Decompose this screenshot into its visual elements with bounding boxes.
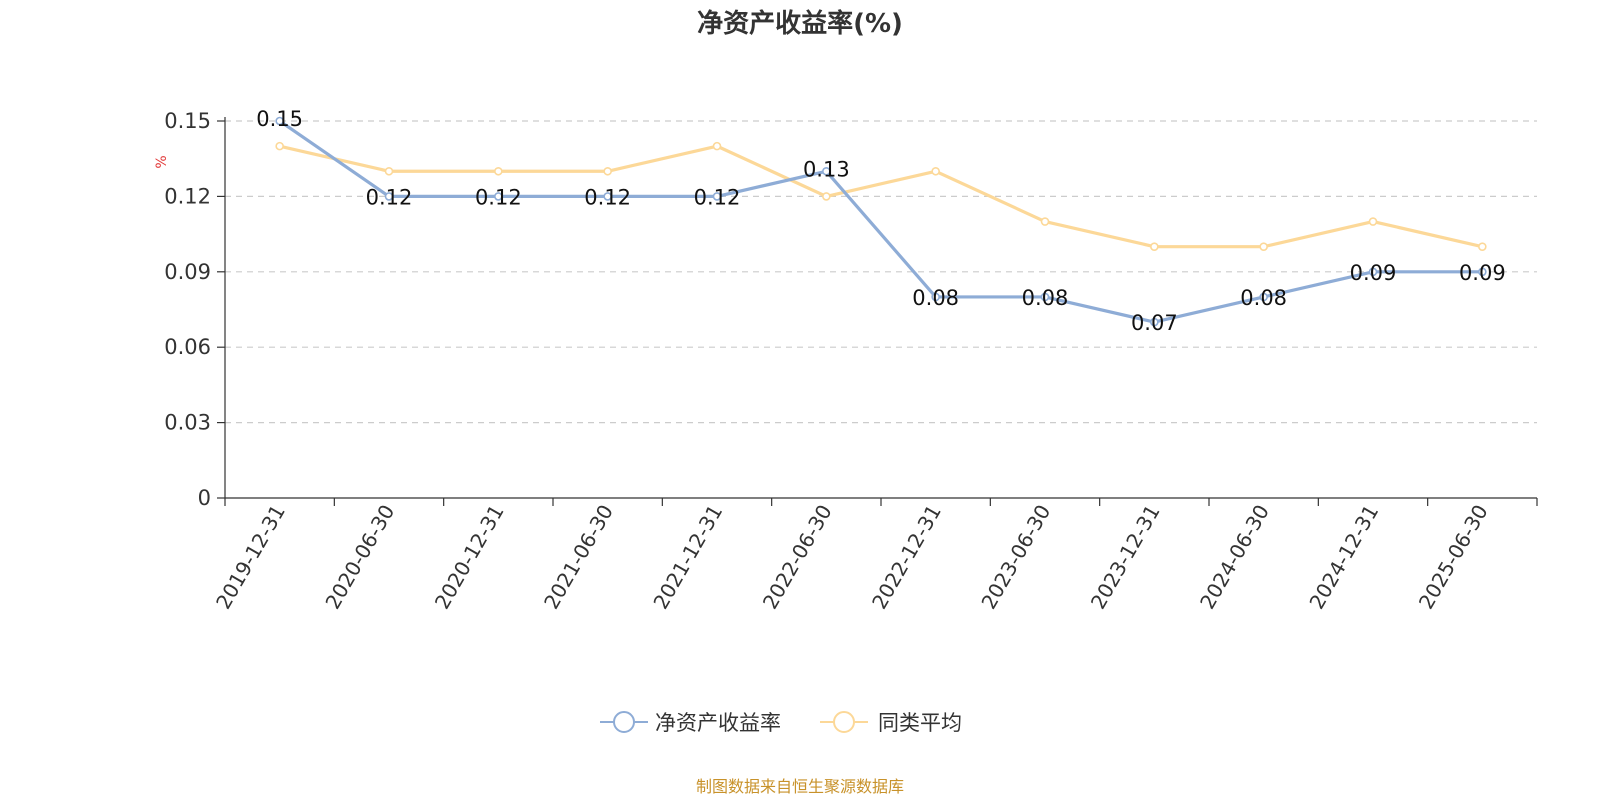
data-point-0[interactable] xyxy=(1478,267,1487,277)
legend-circle-icon xyxy=(833,711,855,733)
data-label: 0.08 xyxy=(912,286,959,310)
data-label: 0.08 xyxy=(1240,286,1287,310)
x-tick-label: 2019-12-31 xyxy=(211,501,290,614)
data-point-0[interactable] xyxy=(603,192,612,201)
x-tick-label: 2020-12-31 xyxy=(430,501,509,614)
y-tick-label: 0.06 xyxy=(164,335,211,359)
data-label: 0.08 xyxy=(1022,286,1069,310)
data-point-0[interactable] xyxy=(931,292,940,302)
data-label: 0.09 xyxy=(1459,261,1506,285)
series-layer xyxy=(275,116,1487,327)
data-label: 0.12 xyxy=(475,185,522,209)
data-point-0[interactable] xyxy=(1259,292,1268,302)
data-label: 0.12 xyxy=(694,185,741,209)
x-tick-label: 2021-06-30 xyxy=(539,501,618,614)
data-point-0[interactable] xyxy=(1368,267,1378,277)
grid-lines xyxy=(225,120,1537,424)
y-tick-label: 0.09 xyxy=(164,260,211,284)
x-tick-label: 2022-12-31 xyxy=(867,501,946,614)
legend-label: 同类平均 xyxy=(878,711,962,735)
legend-item-1[interactable]: 同类平均 xyxy=(820,711,962,735)
data-point-1[interactable] xyxy=(712,141,722,151)
data-label: 0.15 xyxy=(256,107,303,131)
x-tick-label: 2022-06-30 xyxy=(758,501,837,614)
legend[interactable]: 净资产收益率 同类平均 xyxy=(600,711,962,735)
source-note: 制图数据来自恒生聚源数据库 xyxy=(696,777,904,796)
data-label: 0.12 xyxy=(584,185,631,209)
data-point-0[interactable] xyxy=(1150,317,1159,327)
data-point-0[interactable] xyxy=(275,116,284,126)
data-point-1[interactable] xyxy=(1368,217,1378,226)
data-point-1[interactable] xyxy=(275,141,284,151)
data-label: 0.12 xyxy=(366,185,413,209)
y-axis-unit-label: % xyxy=(154,155,170,168)
data-point-1[interactable] xyxy=(1478,242,1487,251)
data-point-0[interactable] xyxy=(384,192,394,201)
x-tick-label: 2021-12-31 xyxy=(648,501,727,614)
data-point-1[interactable] xyxy=(603,166,612,176)
data-point-1[interactable] xyxy=(1259,242,1268,251)
data-point-1[interactable] xyxy=(1040,217,1050,226)
x-tick-label: 2020-06-30 xyxy=(320,501,399,614)
chart-title: 净资产收益率(%) xyxy=(697,8,903,39)
x-tick-label: 2023-06-30 xyxy=(976,501,1055,614)
x-tick-label: 2024-12-31 xyxy=(1304,501,1383,614)
data-label: 0.07 xyxy=(1131,311,1178,335)
y-tick-label: 0.03 xyxy=(164,411,211,435)
legend-circle-icon xyxy=(613,711,635,733)
y-tick-label: 0.12 xyxy=(164,184,211,208)
data-label: 0.09 xyxy=(1350,261,1397,285)
legend-item-0[interactable]: 净资产收益率 xyxy=(600,711,781,735)
data-labels: 0.15 0.12 0.12 0.12 0.12 0.13 0.08 0.08 0.07 0.08… xyxy=(256,107,1505,335)
x-tick-label: 2024-06-30 xyxy=(1195,501,1274,614)
data-point-0[interactable] xyxy=(1040,292,1050,302)
series-line-1 xyxy=(279,144,1483,249)
x-tick-label: 2025-06-30 xyxy=(1414,501,1493,614)
data-point-1[interactable] xyxy=(931,166,940,176)
y-tick-label: 0.15 xyxy=(164,109,211,133)
data-point-1[interactable] xyxy=(1150,242,1159,251)
y-tick-label: 0 xyxy=(198,486,211,510)
data-point-0[interactable] xyxy=(712,192,722,201)
data-point-0[interactable] xyxy=(494,192,503,201)
series-line-0 xyxy=(278,119,1483,324)
data-point-1[interactable] xyxy=(494,166,503,176)
x-tick-label: 2023-12-31 xyxy=(1086,501,1165,614)
data-point-0[interactable] xyxy=(822,166,831,176)
data-point-1[interactable] xyxy=(384,166,394,176)
legend-label: 净资产收益率 xyxy=(655,711,781,735)
data-label: 0.13 xyxy=(803,157,850,181)
data-point-1[interactable] xyxy=(822,192,831,201)
